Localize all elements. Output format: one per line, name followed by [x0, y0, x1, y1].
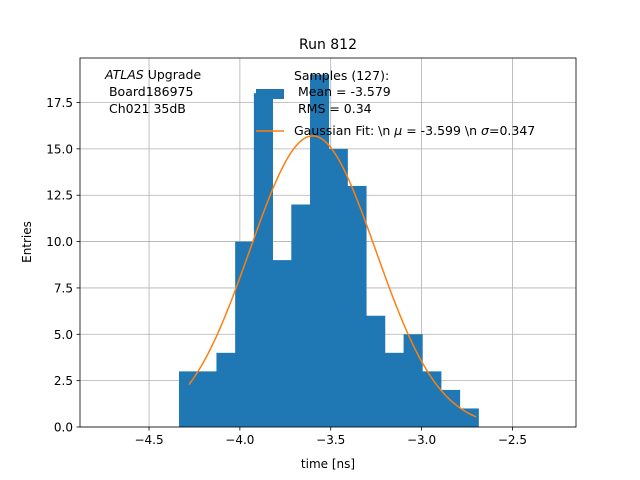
- legend-fit-suffix: =0.347: [489, 123, 535, 138]
- histogram-bar: [459, 408, 479, 427]
- histogram-bar: [403, 334, 423, 427]
- histogram-bar: [272, 260, 292, 427]
- y-tick-label: 17.5: [46, 96, 73, 110]
- axes-frame: [79, 57, 577, 428]
- x-tick-label: −3.0: [407, 433, 436, 447]
- annotation-atlas-label: ATLAS: [104, 67, 144, 82]
- legend-sigma-symbol: σ: [481, 123, 490, 138]
- histogram-bar: [216, 352, 236, 427]
- y-tick-label: 12.5: [46, 189, 73, 203]
- y-tick-label: 15.0: [46, 142, 73, 156]
- legend-mu-symbol: μ: [393, 123, 402, 138]
- legend-hist-label-line-2: Mean = -3.579: [294, 84, 391, 99]
- y-tick-label: 2.5: [54, 374, 73, 388]
- y-tick-label: 7.5: [54, 281, 73, 295]
- histogram-bar: [197, 371, 217, 427]
- y-axis-label: Entries: [20, 221, 34, 263]
- histogram-bar: [441, 389, 461, 427]
- annotation-board-label: Board186975: [105, 84, 193, 99]
- x-axis-label: time [ns]: [301, 457, 355, 471]
- histogram-bar: [384, 352, 404, 427]
- annotation-line-1: ATLAS Upgrade: [104, 67, 201, 82]
- chart-title: Run 812: [299, 37, 357, 53]
- histogram-bars: [179, 74, 479, 428]
- annotation-upgrade-label: Upgrade: [144, 67, 202, 82]
- legend-hist-swatch: [256, 89, 284, 99]
- legend-fit-label: Gaussian Fit: \n μ = -3.599 \n σ=0.347: [294, 123, 535, 138]
- histogram-bar: [328, 148, 348, 427]
- annotation-channel-label: Ch021 35dB: [105, 101, 186, 116]
- histogram-bar: [253, 93, 273, 428]
- y-tick-label: 10.0: [46, 235, 73, 249]
- histogram-bar: [422, 371, 442, 427]
- legend-hist-label-line-1: Samples (127):: [294, 68, 389, 83]
- axis-ticks: −4.5 −4.0 −3.5 −3.0 −2.5 0.0 2.5 5.0 7.5 10.0 12.5…: [46, 96, 527, 447]
- legend-fit-mid: = -3.599 \n: [402, 123, 481, 138]
- legend-fit-prefix: Gaussian Fit: \n: [294, 123, 394, 138]
- y-tick-label: 5.0: [54, 328, 73, 342]
- histogram-bar: [291, 204, 311, 427]
- histogram-bar: [179, 371, 199, 427]
- histogram-bar: [235, 241, 255, 427]
- legend: Samples (127): Mean = -3.579 RMS = 0.34 …: [256, 68, 535, 138]
- x-tick-label: −3.5: [316, 433, 345, 447]
- histogram-bar: [310, 74, 330, 427]
- legend-hist-label-line-3: RMS = 0.34: [294, 101, 372, 116]
- x-tick-label: −4.5: [134, 433, 163, 447]
- x-tick-label: −2.5: [498, 433, 527, 447]
- gaussian-fit-line: [188, 135, 477, 418]
- atlas-annotation: ATLAS Upgrade Board186975 Ch021 35dB: [104, 67, 201, 116]
- y-tick-label: 0.0: [54, 421, 73, 435]
- histogram-bar: [366, 315, 386, 427]
- histogram-bar: [347, 185, 367, 427]
- x-tick-label: −4.0: [225, 433, 254, 447]
